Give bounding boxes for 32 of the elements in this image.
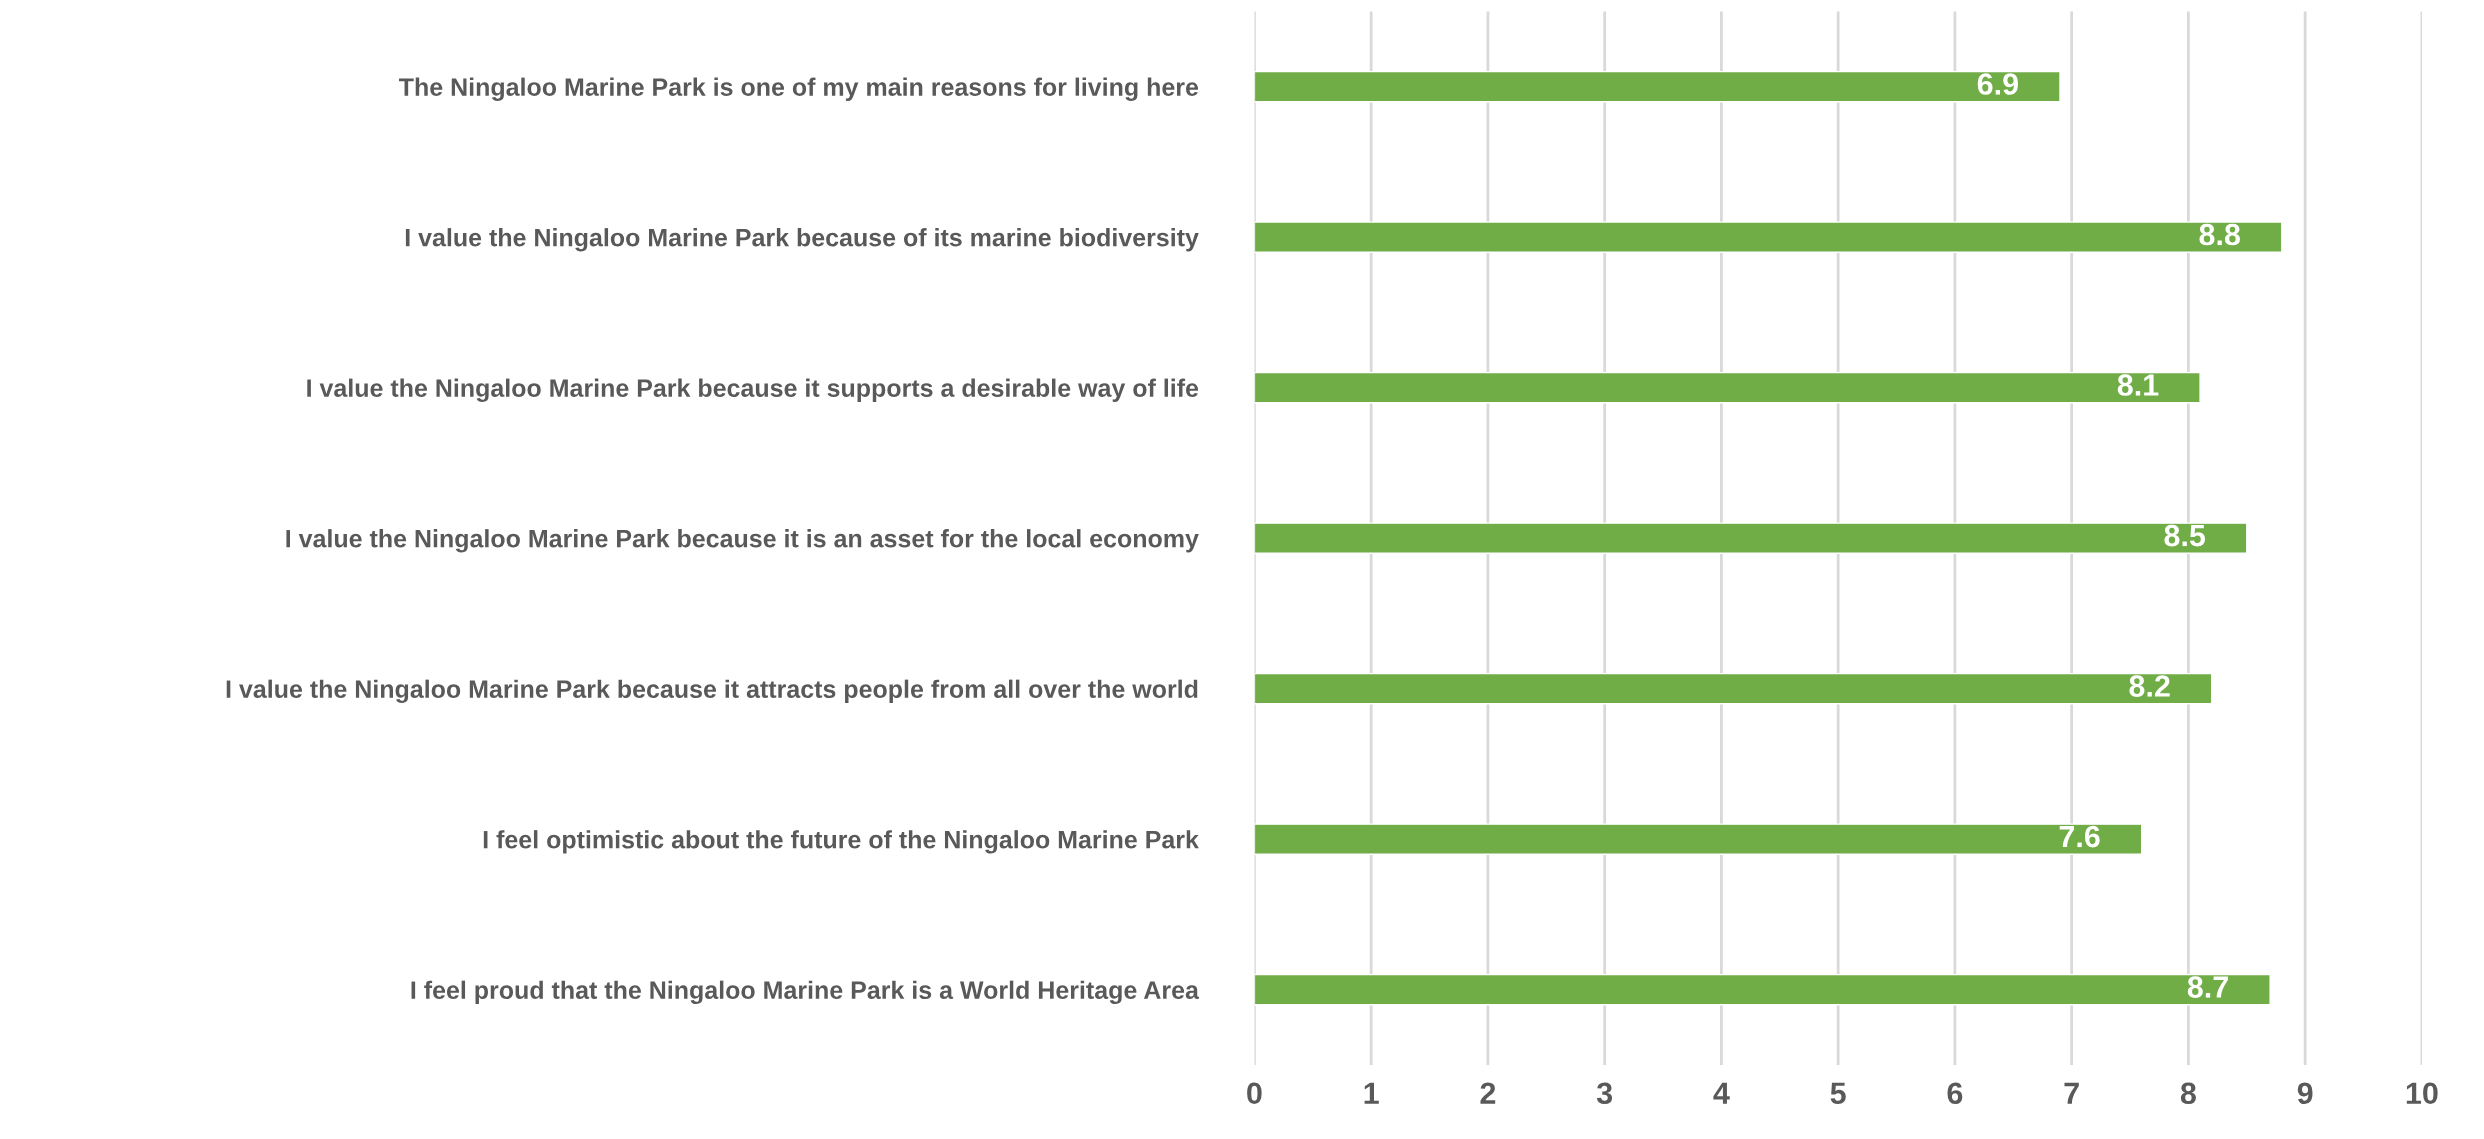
bar: [1254, 70, 2061, 103]
data-label: 8.5: [2164, 524, 2206, 547]
y-tick-label: I value the Ningaloo Marine Park because it attracts people from all over the world: [226, 679, 1198, 704]
y-tick-label: I value the Ningaloo Marine Park because it supports a desirable way of life: [307, 378, 1199, 403]
y-tick-label: I feel proud that the Ningaloo Marine Park is a World Heritage Area: [411, 980, 1200, 1005]
y-tick-label: I value the Ningaloo Marine Park because of its marine biodiversity: [405, 228, 1199, 252]
data-label: 6.9: [1977, 73, 2018, 95]
x-tick-label: 1: [1364, 1082, 1379, 1104]
y-tick-label: The Ningaloo Marine Park is one of my main reasons for living here: [399, 77, 1199, 101]
data-label: 8.8: [2199, 223, 2241, 246]
x-tick-label: 7: [2064, 1082, 2079, 1104]
x-tick-label: 3: [1596, 1082, 1613, 1105]
x-tick-label: 9: [2297, 1082, 2313, 1105]
data-label: 7.6: [2059, 825, 2100, 848]
data-label: 8.2: [2129, 675, 2170, 697]
x-tick-label: 10: [2406, 1082, 2438, 1105]
bar: [1254, 522, 2248, 554]
bar: [1254, 221, 2283, 253]
y-tick-label: I value the Ningaloo Marine Park because it is an asset for the local economy: [286, 529, 1199, 553]
bar: [1254, 371, 2201, 404]
data-label: 8.1: [2117, 374, 2159, 396]
x-tick-label: 5: [1830, 1082, 1846, 1105]
x-tick-label: 0: [1247, 1082, 1262, 1105]
x-tick-label: 2: [1480, 1082, 1496, 1104]
bar: [1254, 823, 2143, 855]
y-tick-label: I feel optimistic about the future of the Ningaloo Marine Park: [483, 830, 1199, 854]
x-tick-label: 8: [2180, 1082, 2196, 1105]
x-tick-label: 6: [1947, 1082, 1963, 1105]
data-label: 8.7: [2187, 976, 2228, 998]
x-tick-label: 4: [1713, 1082, 1730, 1104]
bar: [1254, 672, 2213, 705]
bar: [1254, 973, 2271, 1006]
